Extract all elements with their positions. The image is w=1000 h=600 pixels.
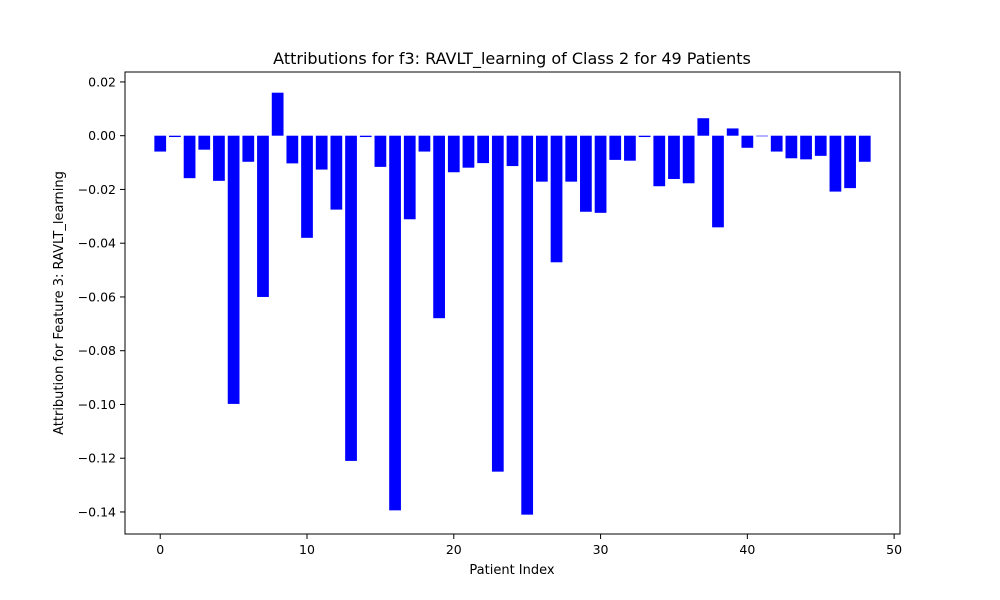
bar: [712, 135, 724, 228]
x-axis-label: Patient Index: [469, 563, 554, 578]
bar: [565, 135, 578, 182]
y-tick-label: −0.04: [78, 236, 116, 251]
y-tick-label: 0.00: [88, 128, 116, 143]
bar: [374, 135, 387, 167]
bar: [770, 135, 783, 152]
bar: [580, 135, 592, 212]
bar: [697, 118, 710, 136]
bar: [330, 135, 343, 210]
bar: [550, 135, 563, 263]
y-axis-ticks: 0.02 0.00 −0.02 −0.04 −0.06 −0.08 −0.10 −0.12 −0…: [78, 74, 125, 519]
y-axis-label: Attribution for Feature 3: RAVLT_learnin…: [52, 171, 67, 435]
bar: [829, 135, 842, 192]
bar: [521, 135, 534, 515]
bar: [271, 92, 284, 136]
y-tick-label: −0.10: [78, 397, 116, 412]
x-tick-label: 10: [299, 542, 315, 557]
y-tick-label: 0.02: [88, 74, 116, 89]
bar: [477, 135, 490, 164]
bar: [183, 135, 196, 179]
plot-frame: [124, 71, 901, 535]
bar: [638, 135, 651, 138]
bar: [242, 135, 255, 162]
bar: [844, 135, 856, 189]
bar: [726, 128, 739, 136]
bar: [227, 135, 240, 404]
bar: [462, 135, 475, 168]
x-tick-label: 40: [739, 542, 755, 557]
bar: [345, 135, 357, 461]
bar: [403, 135, 416, 220]
bar: [447, 135, 460, 173]
bars-group: [154, 92, 871, 515]
bar: [609, 135, 622, 160]
bar: [389, 135, 401, 511]
bar: [213, 135, 225, 181]
y-tick-label: −0.08: [78, 343, 116, 358]
bar: [257, 135, 269, 297]
y-tick-label: −0.12: [78, 451, 116, 466]
bar: [624, 135, 636, 161]
bar: [169, 135, 181, 138]
bar: [756, 135, 768, 137]
bar: [154, 135, 167, 152]
bar: [741, 135, 754, 148]
x-tick-label: 30: [593, 542, 609, 557]
bar: [653, 135, 666, 187]
bar: [858, 135, 871, 162]
x-axis-ticks: 0 10 20 30 40 50: [156, 534, 902, 557]
x-tick-label: 50: [886, 542, 902, 557]
x-tick-label: 0: [156, 542, 164, 557]
bar: [491, 135, 504, 472]
chart-title: Attributions for f3: RAVLT_learning of C…: [273, 49, 751, 69]
bar: [800, 135, 812, 160]
bar: [814, 135, 827, 156]
bar: [433, 135, 445, 319]
bar: [359, 135, 372, 138]
x-tick-label: 20: [446, 542, 462, 557]
bar: [668, 135, 680, 179]
bar: [418, 135, 431, 152]
bar: [785, 135, 798, 159]
y-tick-label: −0.06: [78, 289, 116, 304]
bar: [315, 135, 328, 170]
bar: [594, 135, 607, 213]
bar: [535, 135, 548, 182]
y-tick-label: −0.02: [78, 182, 116, 197]
bar: [286, 135, 299, 164]
y-tick-label: −0.14: [78, 504, 116, 519]
bar: [682, 135, 695, 184]
bar: [198, 135, 211, 150]
bar: [301, 135, 313, 238]
bar: [506, 135, 519, 167]
